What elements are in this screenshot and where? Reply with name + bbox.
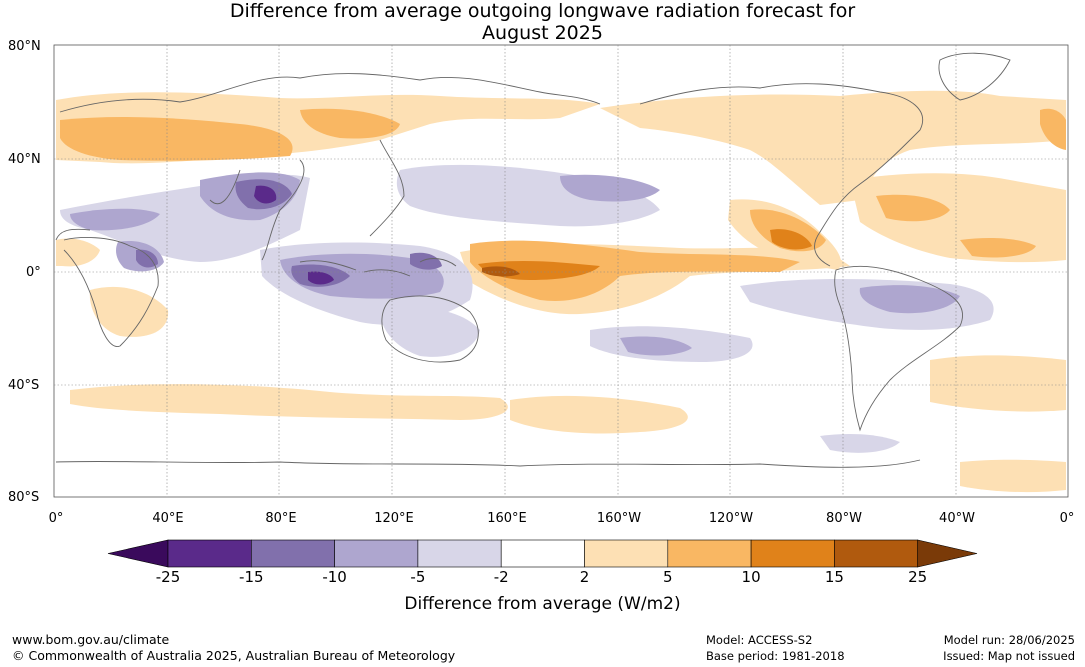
colorbar-tick-label: 15 — [824, 568, 844, 586]
colorbar-arrow-low — [107, 539, 169, 568]
colorbar-tick-label: -5 — [410, 568, 426, 586]
pos-field-sindian — [70, 384, 508, 420]
lon-label-80e: 80°E — [265, 511, 297, 526]
colorbar-title: Difference from average (W/m2) — [404, 594, 681, 614]
pos-field-wafrica — [56, 238, 100, 267]
pos-mid-mongolia — [300, 108, 400, 139]
coastlines — [55, 52, 1011, 468]
neg-mid-spacific — [620, 336, 692, 356]
map-title-line1: Difference from average outgoing longwav… — [229, 0, 856, 22]
gridlines — [54, 45, 1068, 497]
pos-field-canada — [600, 90, 1066, 205]
coast-indonesia — [299, 258, 457, 277]
colorbar-arrow-high — [917, 539, 978, 568]
footer-base-period: Base period: 1981-2018 — [706, 649, 845, 663]
colorbar-segment — [167, 539, 252, 568]
colorbar-segment — [584, 539, 669, 568]
map-title-line2: August 2025 — [482, 22, 603, 44]
lon-label-160e: 160°E — [487, 511, 527, 526]
colorbar-tick-label: 5 — [663, 568, 673, 586]
pos-strong-mexico — [770, 229, 812, 250]
colorbar-segment — [834, 539, 919, 568]
footer-url: www.bom.gov.au/climate — [12, 632, 170, 647]
coast-greenland — [938, 52, 1011, 101]
neg-deep-india — [254, 185, 277, 204]
lat-label-40n: 40°N — [8, 152, 41, 167]
lon-label-40w: 40°W — [939, 511, 975, 526]
coast-australia — [381, 295, 479, 363]
footer-model: Model: ACCESS-S2 — [706, 633, 813, 647]
pos-field-spacific — [510, 395, 688, 434]
colorbar-tick-label: -2 — [493, 568, 509, 586]
coast-antarctica — [55, 459, 921, 468]
lon-label-40e: 40°E — [152, 511, 184, 526]
pos-field-satlantic — [930, 355, 1066, 412]
colorbar-segment — [750, 539, 835, 568]
lat-label-80s: 80°S — [8, 490, 40, 505]
colorbar-segment — [500, 539, 585, 568]
colorbar-segment — [417, 539, 502, 568]
colorbar-tick-label: 10 — [741, 568, 761, 586]
colorbar-tick-label: 2 — [579, 568, 590, 586]
pos-field-southern — [960, 459, 1066, 493]
colorbar-segment — [334, 539, 419, 568]
pos-mid-natlantic — [876, 194, 950, 222]
colorbar-segment — [251, 539, 335, 568]
lon-label-80w: 80°W — [826, 511, 862, 526]
coast-samerica — [834, 265, 963, 432]
colorbar-tick-label: 25 — [908, 568, 928, 586]
lon-label-0-left: 0° — [48, 511, 64, 526]
coast-namerica — [639, 83, 923, 267]
footer-model-run: Model run: 28/06/2025 — [943, 633, 1075, 647]
neg-strong-eafrica — [136, 249, 158, 268]
neg-mid-wpacific — [560, 174, 660, 202]
neg-field-australia — [380, 307, 480, 357]
anomaly-fields — [56, 90, 1066, 493]
neg-mid-arabia — [70, 208, 160, 231]
neg-deep-sumatra — [308, 271, 334, 285]
colorbar-tick-label: -15 — [239, 568, 264, 586]
lat-label-80n: 80°N — [8, 39, 41, 54]
lon-label-160w: 160°W — [596, 511, 642, 526]
pos-mid-eqpacific — [470, 240, 800, 301]
lat-label-0: 0° — [26, 265, 41, 280]
pos-mid-eqatlantic — [960, 238, 1036, 258]
lon-label-120e: 120°E — [374, 511, 414, 526]
pos-mid-asia — [60, 117, 293, 161]
neg-field-southern — [820, 434, 900, 453]
neg-mid-brazil — [859, 285, 960, 314]
lon-label-0-right: 0° — [1059, 511, 1075, 526]
pos-field-africa — [89, 286, 169, 337]
colorbar-tick-label: -10 — [322, 568, 347, 586]
coast-eurasia — [55, 73, 601, 261]
colorbar-tick-label: -25 — [155, 568, 181, 586]
pos-mid-neatlantic — [1040, 108, 1066, 150]
colorbar-segment — [667, 539, 752, 568]
coast-africa — [63, 237, 159, 347]
neg-strong-wpac — [410, 252, 442, 270]
footer-copyright: © Commonwealth of Australia 2025, Austra… — [12, 648, 456, 663]
pos-deep-eqpacific — [482, 266, 520, 277]
lon-label-120w: 120°W — [708, 511, 754, 526]
neg-mid-maritime — [280, 253, 444, 299]
footer-issued: Issued: Map not issued — [943, 649, 1075, 663]
lat-label-40s: 40°S — [8, 378, 40, 393]
